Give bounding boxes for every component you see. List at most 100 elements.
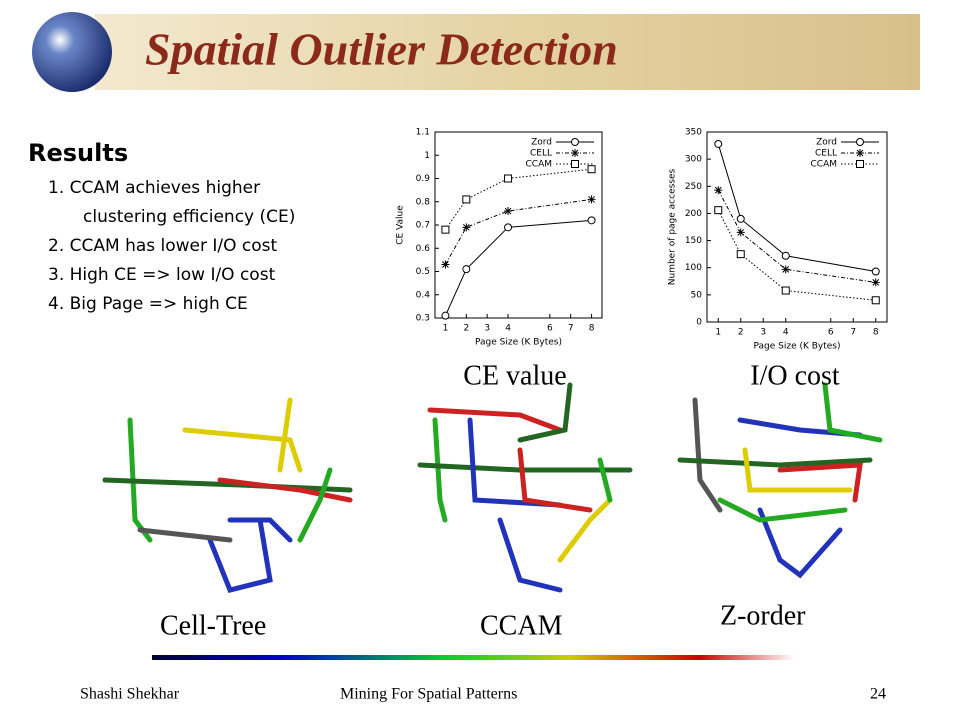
y-tick-label: 50 xyxy=(691,290,703,300)
y-tick-label: 0.8 xyxy=(416,197,431,207)
marker xyxy=(714,139,723,148)
y-tick-label: 100 xyxy=(685,263,702,273)
legend-label: CELL xyxy=(815,149,837,159)
series-line xyxy=(445,198,592,265)
marker xyxy=(871,278,880,287)
y-tick-label: 200 xyxy=(685,209,702,219)
legend-marker xyxy=(571,149,579,157)
y-tick-label: 350 xyxy=(685,128,702,138)
x-tick-label: 1 xyxy=(715,328,721,338)
y-tick-label: 0.5 xyxy=(416,267,430,277)
marker xyxy=(441,225,450,234)
map-drawings xyxy=(102,382,883,593)
plot-frame xyxy=(706,131,888,323)
legend-marker xyxy=(571,138,579,146)
x-tick-label: 8 xyxy=(589,324,595,334)
series-line xyxy=(717,209,876,301)
legend-label: CELL xyxy=(530,149,552,159)
globe xyxy=(32,12,112,92)
legend-label: Zord xyxy=(531,138,552,148)
marker xyxy=(504,174,513,183)
map-caption: Z-order xyxy=(720,600,806,631)
y-tick-label: 300 xyxy=(685,155,702,165)
legend-label: CCAM xyxy=(526,160,553,170)
x-tick-label: 7 xyxy=(850,328,856,338)
footer-course: Mining For Spatial Patterns xyxy=(340,686,517,703)
legend-marker xyxy=(856,149,864,157)
map-z-order xyxy=(677,382,883,579)
marker xyxy=(462,265,471,274)
legend-label: CCAM xyxy=(811,160,838,170)
marker xyxy=(504,207,513,216)
marker xyxy=(781,251,790,260)
y-tick-label: 0 xyxy=(696,318,702,328)
plot-frame xyxy=(434,131,603,319)
x-tick-label: 2 xyxy=(463,324,469,334)
y-axis-label: CE Value xyxy=(396,205,406,245)
chart: 0.3 0.4 0.5 0.6 0.7 0.8 0.9 1 1.1 1 2 3 4 6 7 8 Page Siz… xyxy=(396,128,603,348)
marker xyxy=(736,228,745,237)
chart: 0 50 100 150 200 250 300 350 1 2 3 4 6 7 8 Page Size (K… xyxy=(668,128,888,352)
title-band xyxy=(95,14,920,90)
footer-author: Shashi Shekhar xyxy=(80,686,180,703)
divider xyxy=(152,655,795,660)
footer-page: 24 xyxy=(870,686,886,703)
x-axis-label: Page Size (K Bytes) xyxy=(753,342,840,352)
x-tick-label: 8 xyxy=(873,328,879,338)
x-tick-label: 4 xyxy=(783,328,789,338)
map-caption: Cell-Tree xyxy=(160,610,266,641)
x-tick-label: 6 xyxy=(547,324,553,334)
marker xyxy=(441,311,450,320)
y-tick-label: 0.3 xyxy=(416,314,430,324)
y-tick-label: 0.9 xyxy=(416,174,431,184)
series-line xyxy=(445,168,592,230)
marker xyxy=(871,267,880,276)
series-line xyxy=(717,189,876,283)
results-item: clustering efficiency (CE) xyxy=(83,207,295,227)
x-tick-label: 7 xyxy=(568,324,574,334)
legend-marker xyxy=(856,160,864,168)
chart-caption: CE value xyxy=(463,360,566,391)
x-tick-label: 3 xyxy=(760,328,766,338)
marker xyxy=(462,223,471,232)
results-heading: Results xyxy=(28,139,128,167)
slide-title: Spatial Outlier Detection xyxy=(145,24,618,75)
results-item: 1. CCAM achieves higher xyxy=(48,178,260,198)
x-tick-label: 1 xyxy=(443,324,449,334)
x-tick-label: 4 xyxy=(505,324,511,334)
marker xyxy=(714,186,723,195)
x-tick-label: 3 xyxy=(484,324,490,334)
marker xyxy=(441,260,450,269)
legend-marker xyxy=(856,138,864,146)
results-item: 3. High CE => low I/O cost xyxy=(48,265,276,285)
y-tick-label: 150 xyxy=(685,236,702,246)
chart-caption: I/O cost xyxy=(750,360,840,391)
marker xyxy=(462,195,471,204)
series-line xyxy=(717,143,876,273)
y-axis-label: Number of page accesses xyxy=(668,168,678,285)
marker xyxy=(781,286,790,295)
results-item: 2. CCAM has lower I/O cost xyxy=(48,236,278,256)
marker xyxy=(587,195,596,204)
x-axis-label: Page Size (K Bytes) xyxy=(475,338,562,348)
legend-marker xyxy=(571,160,579,168)
y-tick-label: 1.1 xyxy=(416,128,430,138)
marker xyxy=(714,206,723,215)
marker xyxy=(781,265,790,274)
x-tick-label: 2 xyxy=(738,328,744,338)
y-tick-label: 0.4 xyxy=(416,290,431,300)
results-item: 4. Big Page => high CE xyxy=(48,294,248,314)
map-ccam xyxy=(417,382,633,593)
y-tick-label: 0.6 xyxy=(416,244,431,254)
map-caption: CCAM xyxy=(480,610,563,641)
marker xyxy=(504,223,513,232)
marker xyxy=(587,216,596,225)
marker xyxy=(736,250,745,259)
series-line xyxy=(444,219,592,316)
y-tick-label: 1 xyxy=(424,151,430,161)
map-cell-tree xyxy=(102,397,353,593)
x-tick-label: 6 xyxy=(828,328,834,338)
y-tick-label: 250 xyxy=(685,182,702,192)
